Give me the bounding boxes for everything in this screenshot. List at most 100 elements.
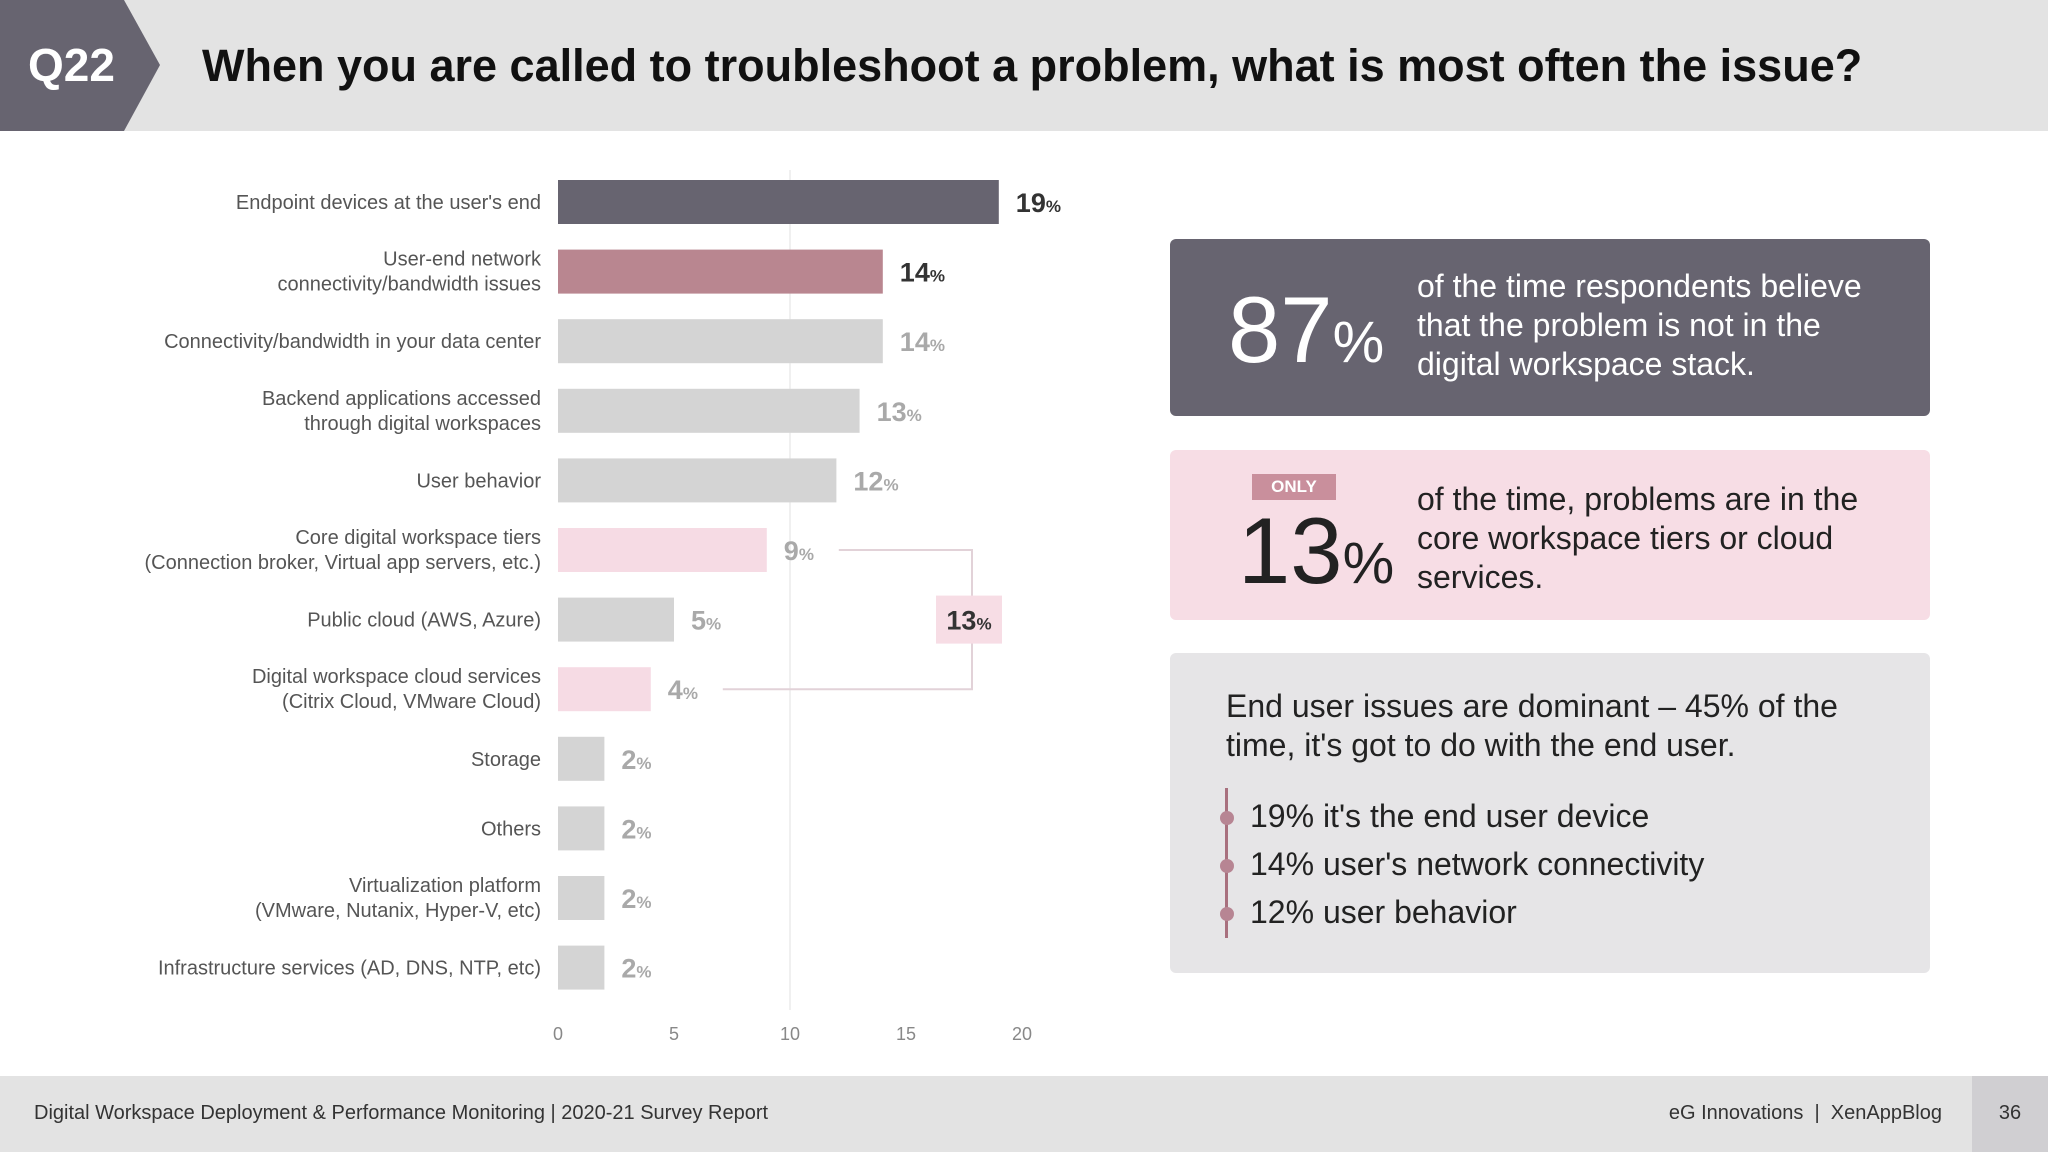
value-label: 2% <box>621 814 651 844</box>
stat-13-line: of the time, problems are in the <box>1417 481 1859 517</box>
bar <box>558 597 674 642</box>
footer-brands: eG Innovations | XenAppBlog <box>1668 1102 1942 1124</box>
stat-87-value: 87 <box>1228 277 1333 382</box>
bullet-dot-icon <box>1220 811 1234 825</box>
category-label-line: Endpoint devices at the user's end <box>236 192 541 214</box>
category-label-line: through digital workspaces <box>304 413 541 435</box>
end-user-card: End user issues are dominant – 45% of th… <box>1170 653 1930 973</box>
bracket-number: 13 <box>946 606 976 636</box>
stat-87-text: of the time respondents believe that the… <box>1417 267 1862 384</box>
stat-87-percent: % <box>1332 310 1385 375</box>
bracket-badge <box>936 595 1002 644</box>
value-unit: % <box>706 615 721 634</box>
stat-87-line: digital workspace stack. <box>1417 346 1755 382</box>
category-label: Connectivity/bandwidth in your data cent… <box>164 331 541 353</box>
category-label-line: (VMware, Nutanix, Hyper-V, etc) <box>255 900 541 922</box>
value-number: 12 <box>853 466 883 496</box>
x-tick-label: 5 <box>669 1024 679 1044</box>
bullet-text: 19% it's the end user device <box>1250 798 1650 834</box>
value-label: 2% <box>621 954 651 984</box>
category-label: Backend applications accessed through dig… <box>262 388 541 435</box>
value-unit: % <box>683 684 698 703</box>
category-label-line: Digital workspace cloud services <box>252 666 541 688</box>
category-label-line: Core digital workspace tiers <box>295 527 541 549</box>
value-unit: % <box>930 267 945 286</box>
header-bar: Q22 When you are called to troubleshoot … <box>0 0 2048 131</box>
bar <box>558 736 605 781</box>
footer-report-title: Digital Workspace Deployment & Performan… <box>34 1102 769 1124</box>
value-unit: % <box>636 963 651 982</box>
stat-card-13: ONLY 13% of the time, problems are in th… <box>1170 450 1930 620</box>
category-label-line: Storage <box>471 749 541 771</box>
value-unit: % <box>636 823 651 842</box>
bullet-text: 14% user's network connectivity <box>1250 846 1705 882</box>
footer-bar: Digital Workspace Deployment & Performan… <box>0 1076 2048 1152</box>
category-label: Digital workspace cloud services (Citrix … <box>252 666 541 713</box>
category-label-line: Others <box>481 818 541 840</box>
value-label: 14% <box>900 327 945 357</box>
value-unit: % <box>799 545 814 564</box>
value-number: 2 <box>621 814 636 844</box>
category-label: Public cloud (AWS, Azure) <box>307 610 541 632</box>
category-label-line: User behavior <box>416 470 541 492</box>
value-number: 2 <box>621 954 636 984</box>
value-unit: % <box>907 406 922 425</box>
value-number: 13 <box>877 397 907 427</box>
value-number: 14 <box>900 327 930 357</box>
category-label-line: User-end network <box>383 249 542 271</box>
category-label: Infrastructure services (AD, DNS, NTP, e… <box>158 958 541 980</box>
value-unit: % <box>883 475 898 494</box>
bar <box>558 319 883 364</box>
bullet-dot-icon <box>1220 859 1234 873</box>
bar <box>558 806 605 851</box>
stat-13-line: core workspace tiers or cloud <box>1417 520 1834 556</box>
value-label: 9% <box>784 536 814 566</box>
stat-87-number: 87% <box>1228 283 1384 377</box>
x-tick-label: 15 <box>896 1024 916 1044</box>
question-tag <box>0 0 160 131</box>
bar <box>558 945 605 990</box>
x-tick-label: 10 <box>780 1024 800 1044</box>
bar <box>558 667 651 712</box>
stat-13-line: services. <box>1417 559 1544 595</box>
bar <box>558 180 999 224</box>
category-label-line: Infrastructure services (AD, DNS, NTP, e… <box>158 958 541 980</box>
value-unit: % <box>1046 197 1061 216</box>
value-label: 13% <box>877 397 922 427</box>
value-label: 2% <box>621 884 651 914</box>
category-label-line: Public cloud (AWS, Azure) <box>307 610 541 632</box>
category-label-line: Backend applications accessed <box>262 388 541 410</box>
value-label: 19% <box>1016 188 1061 218</box>
bracket-unit: % <box>976 615 991 634</box>
only-badge: ONLY <box>1252 474 1336 500</box>
category-label: Virtualization platform (VMware, Nutanix,… <box>255 875 541 922</box>
bracket-label: 13% <box>946 606 991 636</box>
question-number: Q22 <box>28 39 115 91</box>
category-label: Endpoint devices at the user's end <box>236 192 541 214</box>
value-label: 5% <box>691 606 721 636</box>
category-label-line: Connectivity/bandwidth in your data cent… <box>164 331 541 353</box>
stat-13-number: 13% <box>1238 504 1394 598</box>
end-user-intro: End user issues are dominant – 45% of th… <box>1226 688 1838 763</box>
category-label: Storage <box>471 749 541 771</box>
value-unit: % <box>636 754 651 773</box>
page-number: 36 <box>1998 1102 2022 1124</box>
bar <box>558 528 767 572</box>
category-label: User behavior <box>416 470 541 492</box>
category-label: Others <box>481 818 541 840</box>
stat-87-line: that the problem is not in the <box>1417 307 1821 343</box>
bar <box>558 249 883 294</box>
value-number: 2 <box>621 884 636 914</box>
value-number: 9 <box>784 536 799 566</box>
value-number: 19 <box>1016 188 1046 218</box>
stat-card-87: 87% of the time respondents believe that… <box>1170 239 1930 416</box>
page-title: When you are called to troubleshoot a pr… <box>202 40 1863 91</box>
x-tick-label: 0 <box>553 1024 563 1044</box>
value-label: 12% <box>853 466 898 496</box>
stat-13-text: of the time, problems are in the core wo… <box>1417 480 1858 597</box>
value-label: 14% <box>900 258 945 288</box>
category-label-line: (Citrix Cloud, VMware Cloud) <box>282 691 541 713</box>
bar-chart: Endpoint devices at the user's end User-e… <box>145 170 1061 1044</box>
category-label-line: Virtualization platform <box>349 875 541 897</box>
x-tick-label: 20 <box>1012 1024 1032 1044</box>
